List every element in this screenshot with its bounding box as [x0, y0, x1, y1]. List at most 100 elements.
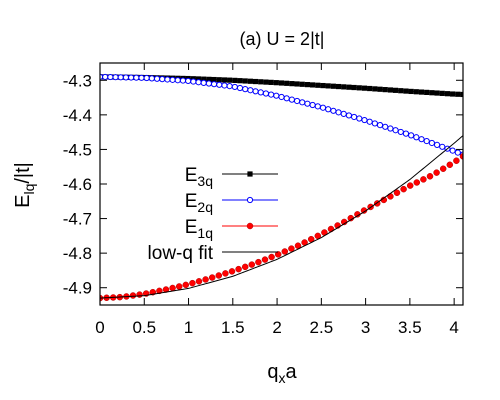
data-point: [216, 81, 223, 88]
data-point: [310, 82, 316, 88]
data-point: [428, 139, 435, 147]
x-tick-label: 1: [184, 318, 193, 337]
legend-item: E2q: [185, 191, 278, 215]
data-point: [283, 95, 290, 102]
y-tick-label: -4.3: [63, 71, 92, 90]
data-point: [387, 87, 393, 93]
data-point: [392, 127, 399, 134]
data-point: [418, 136, 425, 143]
data-point: [252, 78, 259, 85]
y-tick-label: -4.7: [63, 210, 92, 229]
x-tick-label: 3.5: [398, 318, 422, 337]
data-point: [418, 89, 425, 95]
data-point: [210, 81, 218, 88]
y-tick-label: -4.4: [63, 106, 92, 125]
data-point: [235, 265, 242, 273]
data-point: [413, 179, 421, 186]
data-point: [351, 84, 357, 91]
data-point: [330, 107, 337, 114]
data-point: [258, 79, 264, 85]
data-point: [128, 74, 135, 81]
data-point: [293, 97, 301, 105]
data-point: [247, 171, 253, 177]
data-point: [400, 185, 407, 193]
data-point: [315, 82, 321, 88]
data-point: [278, 80, 285, 86]
data-point: [294, 81, 300, 87]
data-point: [446, 161, 454, 169]
data-point: [382, 87, 388, 93]
data-point: [372, 86, 378, 92]
data-point: [351, 113, 358, 121]
data-point: [182, 281, 190, 289]
data-point: [255, 258, 262, 266]
data-point: [236, 84, 244, 92]
data-point: [102, 73, 109, 81]
data-point: [185, 77, 192, 85]
data-point: [289, 81, 295, 87]
data-point: [222, 270, 229, 277]
data-point: [112, 74, 119, 81]
y-tick-label: -4.8: [63, 244, 92, 263]
data-point: [459, 153, 463, 160]
data-point: [439, 143, 446, 150]
series: [100, 135, 463, 299]
x-tick-label: 2: [272, 318, 281, 337]
data-point: [190, 78, 197, 85]
legend-item: low-q fit: [148, 243, 278, 264]
data-point: [341, 84, 347, 90]
data-point: [346, 84, 352, 90]
data-point: [361, 85, 368, 91]
data-point: [164, 76, 171, 83]
data-point: [376, 122, 384, 129]
x-axis: 0 0.5 1 1.5 2 2.5 3 3.5 4: [95, 63, 459, 337]
data-point: [450, 91, 456, 97]
data-point: [439, 165, 447, 172]
data-point: [397, 128, 404, 136]
y-tick-label: -4.6: [63, 175, 92, 194]
data-point: [237, 78, 243, 84]
data-point: [420, 176, 427, 183]
data-point: [227, 77, 233, 83]
data-point: [299, 99, 306, 106]
data-point: [228, 268, 236, 275]
legend-item: E3q: [185, 165, 278, 189]
data-point: [242, 86, 249, 93]
x-tick-label: 4: [449, 318, 458, 337]
data-point: [153, 75, 161, 82]
data-point: [304, 100, 311, 107]
data-point: [156, 287, 163, 295]
data-point: [169, 76, 176, 83]
data-point: [274, 251, 282, 258]
data-point: [216, 77, 222, 83]
data-point: [366, 118, 373, 125]
data-point: [206, 76, 212, 82]
data-point: [403, 88, 409, 94]
data-point: [241, 263, 249, 271]
data-point: [278, 93, 285, 101]
data-point: [215, 272, 223, 279]
data-point: [246, 222, 254, 230]
data-point: [208, 274, 216, 281]
data-point: [460, 91, 463, 98]
data-point: [202, 276, 209, 283]
data-point: [205, 80, 212, 87]
x-axis-title: qxa: [267, 361, 297, 386]
legend-label: E2q: [185, 191, 213, 215]
series: [100, 153, 463, 302]
data-point: [268, 79, 274, 85]
data-point: [402, 130, 410, 137]
data-point: [169, 284, 176, 292]
data-point: [335, 109, 342, 116]
data-point: [325, 106, 332, 113]
data-point: [195, 79, 202, 86]
data-point: [433, 141, 441, 148]
data-point: [367, 85, 373, 92]
data-point: [356, 85, 362, 91]
data-point: [226, 83, 233, 90]
data-point: [175, 283, 183, 290]
data-point: [392, 87, 399, 93]
series-line: [100, 135, 463, 299]
x-tick-label: 2.5: [310, 318, 334, 337]
data-point: [268, 91, 275, 98]
